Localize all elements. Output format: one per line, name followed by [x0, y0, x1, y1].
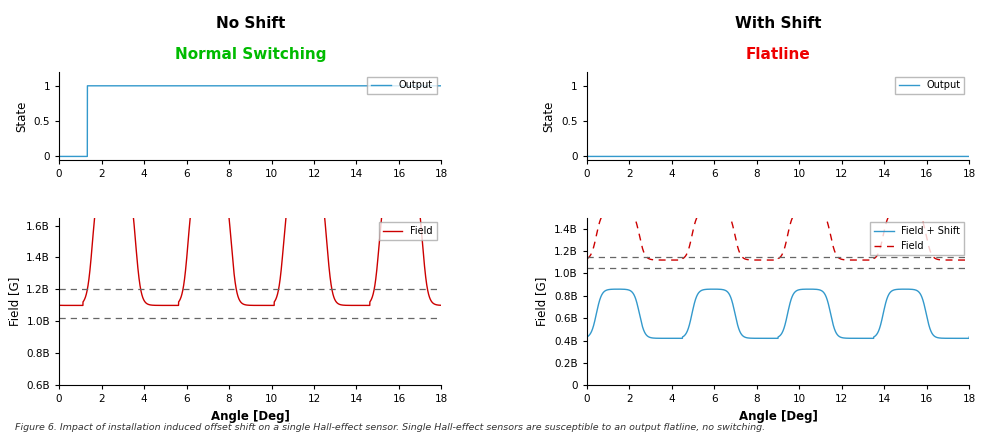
X-axis label: Angle [Deg]: Angle [Deg]	[211, 410, 289, 423]
Text: Flatline: Flatline	[746, 47, 811, 62]
Text: No Shift: No Shift	[215, 16, 285, 30]
X-axis label: Angle [Deg]: Angle [Deg]	[739, 410, 818, 423]
Y-axis label: State: State	[15, 100, 28, 132]
Y-axis label: State: State	[543, 100, 556, 132]
Text: Normal Switching: Normal Switching	[174, 47, 326, 62]
Text: Figure 6. Impact of installation induced offset shift on a single Hall-effect se: Figure 6. Impact of installation induced…	[15, 423, 765, 432]
Y-axis label: Field [G]: Field [G]	[535, 277, 548, 326]
Legend: Output: Output	[367, 77, 437, 95]
Legend: Field + Shift, Field: Field + Shift, Field	[871, 222, 964, 255]
Legend: Field: Field	[379, 222, 437, 240]
Legend: Output: Output	[895, 77, 964, 95]
Y-axis label: Field [G]: Field [G]	[8, 277, 21, 326]
Text: With Shift: With Shift	[735, 16, 822, 30]
